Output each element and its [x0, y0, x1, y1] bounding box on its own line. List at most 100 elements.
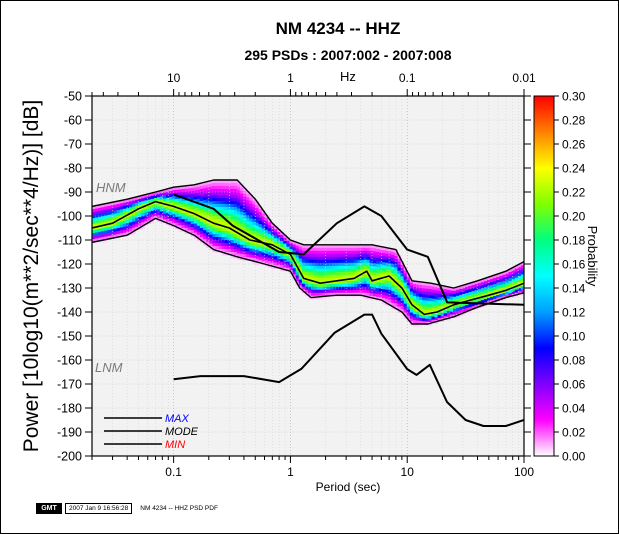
pdf-cell [209, 216, 213, 221]
pdf-cell [147, 214, 152, 219]
pdf-cell [119, 200, 124, 204]
y-tick-label: -100 [57, 210, 82, 224]
pdf-cell [295, 257, 300, 261]
pdf-cell [119, 206, 124, 210]
pdf-cell [187, 206, 192, 210]
pdf-cell [243, 194, 247, 198]
pdf-cell [462, 293, 466, 298]
pdf-cell [449, 314, 454, 318]
pdf-cell [200, 206, 204, 211]
pdf-cell [431, 298, 435, 303]
pdf-cell [147, 205, 152, 210]
pdf-cell [206, 181, 210, 185]
pdf-cell [490, 276, 494, 280]
pdf-cell [505, 291, 509, 296]
pdf-cell [141, 207, 145, 211]
pdf-cell [249, 197, 253, 201]
pdf-cell [233, 183, 238, 187]
pdf-cell [206, 229, 210, 233]
pdf-cell [308, 250, 312, 255]
pdf-cell [486, 277, 491, 281]
pdf-cell [378, 285, 383, 289]
pdf-cell [394, 258, 398, 263]
pdf-cell [255, 228, 260, 233]
pdf-cell [104, 236, 108, 240]
pdf-cell [98, 213, 102, 218]
pdf-cell [388, 260, 392, 264]
pdf-cell [314, 274, 318, 279]
pdf-cell [215, 246, 219, 250]
pdf-cell [425, 309, 429, 314]
pdf-cell [132, 206, 136, 210]
pdf-cell [129, 201, 133, 205]
pdf-cell [125, 214, 130, 218]
pdf-cell [301, 271, 306, 276]
colorbar-tick-label: 0.06 [562, 378, 586, 392]
pdf-cell [187, 200, 192, 204]
pdf-cell [338, 280, 343, 285]
pdf-cell [428, 295, 432, 299]
pdf-cell [132, 221, 136, 225]
pdf-cell [264, 220, 269, 225]
pdf-cell [502, 271, 506, 276]
pdf-cell [449, 293, 454, 297]
pdf-cell [286, 255, 290, 260]
pdf-cell [249, 251, 253, 255]
pdf-cell [267, 234, 272, 238]
pdf-cell [224, 180, 229, 184]
pdf-cell [237, 235, 241, 239]
pdf-cell [258, 221, 263, 225]
pdf-cell [162, 213, 167, 218]
pdf-cell [425, 282, 429, 287]
pdf-cell [116, 201, 121, 205]
pdf-cell [267, 261, 272, 265]
pdf-cell [215, 240, 219, 244]
pdf-cell [514, 280, 519, 285]
pdf-cell [221, 204, 226, 208]
pdf-cell [320, 259, 324, 264]
pdf-cell [196, 204, 201, 209]
pdf-cell [369, 256, 374, 261]
pdf-cell [153, 213, 158, 217]
pdf-cell [107, 205, 111, 210]
pdf-cell [431, 283, 435, 288]
pdf-cell [397, 264, 401, 269]
pdf-cell [243, 227, 247, 231]
pdf-cell [243, 233, 247, 237]
pdf-cell [295, 260, 300, 264]
pdf-cell [187, 191, 192, 195]
pdf-cell [443, 313, 448, 317]
pdf-cell [456, 292, 460, 297]
pdf-cell [434, 293, 438, 297]
pdf-cell [434, 317, 438, 321]
pdf-cell [323, 262, 327, 267]
pdf-cell [428, 301, 432, 305]
pdf-cell [317, 274, 321, 279]
pdf-cell [369, 247, 374, 252]
pdf-cell [132, 227, 136, 231]
pdf-cell [184, 212, 189, 217]
pdf-cell [215, 219, 219, 223]
pdf-cell [221, 189, 226, 193]
pdf-cell [391, 305, 395, 310]
pdf-cell [258, 218, 263, 222]
pdf-cell [264, 232, 269, 237]
pdf-cell [388, 299, 392, 303]
pdf-cell [277, 232, 281, 236]
pdf-cell [505, 273, 509, 278]
pdf-cell [372, 281, 377, 285]
pdf-cell [323, 259, 327, 264]
pdf-cell [221, 252, 226, 256]
pdf-cell [255, 210, 260, 215]
pdf-cell [175, 192, 179, 197]
pdf-cell [190, 203, 195, 207]
pdf-cell [409, 318, 414, 322]
pdf-cell [345, 244, 349, 249]
pdf-cell [360, 247, 364, 252]
pdf-cell [406, 288, 411, 292]
pdf-cell [92, 233, 96, 237]
pdf-cell [107, 202, 111, 207]
pdf-cell [230, 201, 235, 205]
y-tick-label: -150 [57, 330, 82, 344]
pdf-cell [187, 212, 192, 216]
